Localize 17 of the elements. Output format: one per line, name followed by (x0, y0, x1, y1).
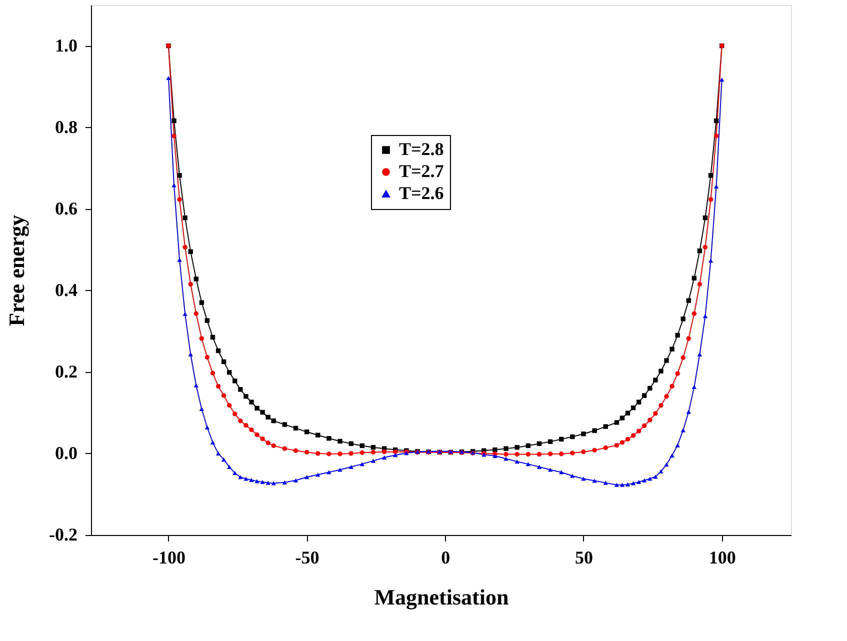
legend-label: T=2.7 (399, 161, 444, 181)
y-tick-label: 1.0 (55, 35, 78, 56)
x-tick-label: -100 (152, 548, 186, 568)
legend-label: T=2.8 (399, 139, 444, 159)
y-tick-label: -0.2 (49, 524, 78, 544)
y-tick-label: 0.2 (55, 361, 78, 382)
y-tick-label: 0.0 (55, 442, 78, 463)
x-tick-label: -50 (295, 548, 320, 568)
x-tick-label: 100 (708, 548, 736, 568)
x-tick-label: 50 (574, 548, 593, 568)
x-tick-label: 0 (441, 548, 450, 568)
legend-label: T=2.6 (399, 183, 444, 203)
y-tick-label: 0.8 (55, 116, 78, 137)
y-tick-label: 0.6 (55, 198, 78, 218)
y-tick-label: 0.4 (55, 280, 78, 300)
x-axis-title: Magnetisation (374, 584, 509, 610)
y-axis-title: Free energy (4, 214, 30, 326)
